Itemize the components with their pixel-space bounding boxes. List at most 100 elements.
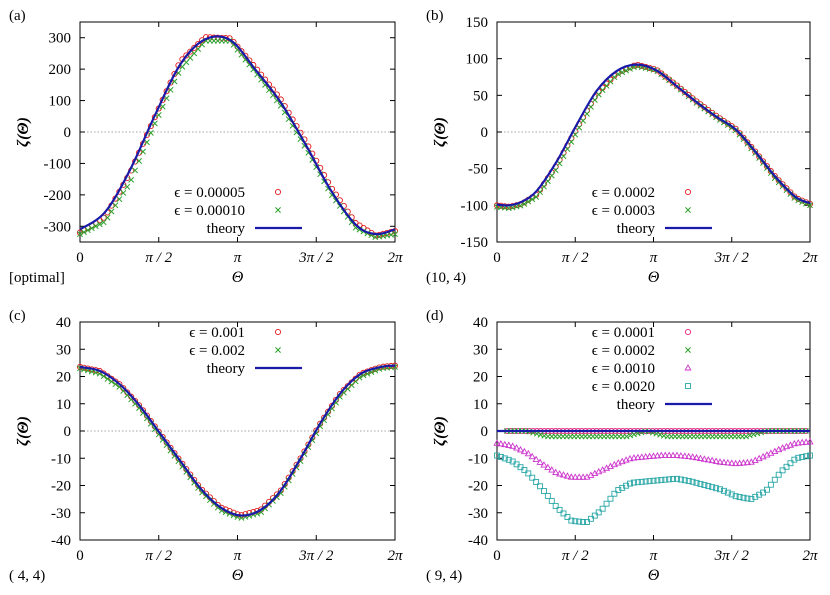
data-point — [591, 97, 598, 103]
y-tick-label: -50 — [468, 162, 488, 178]
data-point — [634, 453, 642, 461]
legend-label: ϵ = 0.0002 — [592, 343, 655, 359]
data-point — [669, 451, 677, 458]
data-point — [525, 470, 532, 477]
data-point — [540, 461, 548, 468]
y-tick-label: -20 — [51, 479, 71, 495]
data-point — [665, 451, 673, 458]
data-point — [771, 476, 778, 483]
y-tick-label: 0 — [481, 125, 489, 141]
data-point — [623, 67, 630, 74]
data-point — [572, 518, 579, 525]
data-point — [392, 231, 398, 238]
data-point — [677, 452, 685, 459]
theory-curve — [79, 364, 396, 517]
data-point — [642, 478, 649, 485]
data-point — [630, 454, 638, 461]
data-point — [104, 214, 111, 221]
data-point — [627, 432, 634, 439]
legend: ϵ = 0.0001 ϵ = 0.0002 ϵ = 0.0010 ϵ = 0.0020… — [592, 325, 712, 413]
data-point — [80, 229, 87, 236]
data-point — [512, 444, 521, 451]
series-3 — [496, 63, 811, 207]
data-point — [627, 480, 633, 487]
data-point — [120, 190, 127, 196]
x-axis-title: Θ — [648, 567, 660, 584]
x-tick-label: 0 — [493, 250, 501, 266]
x-axis-title: Θ — [232, 567, 244, 584]
data-point — [611, 490, 618, 497]
y-tick-label: -30 — [51, 506, 71, 522]
data-point — [524, 449, 532, 457]
data-point — [611, 74, 618, 81]
y-tick-label: -300 — [44, 219, 72, 235]
x-tick-label: 2π — [387, 548, 403, 564]
panel-label: (b) — [426, 8, 444, 24]
data-point — [767, 481, 774, 488]
data-point — [653, 451, 661, 459]
data-point — [685, 477, 692, 484]
data-point — [630, 479, 637, 486]
data-point — [552, 167, 559, 174]
x-axis-title: Θ — [648, 269, 660, 286]
data-point — [791, 456, 798, 463]
data-point — [798, 438, 806, 446]
data-point — [626, 454, 634, 462]
y-tick-label: 40 — [473, 315, 488, 331]
data-point — [764, 486, 770, 493]
data-point — [587, 103, 594, 110]
x-tick-label: 3π / 2 — [298, 548, 334, 564]
data-point — [705, 483, 712, 490]
y-tick-label: 10 — [473, 397, 488, 413]
data-point — [136, 158, 143, 164]
data-point — [584, 110, 590, 117]
data-point — [96, 221, 103, 228]
y-tick-label: 20 — [56, 370, 71, 386]
data-point — [748, 143, 755, 151]
y-tick-label: 50 — [473, 88, 488, 104]
data-point — [650, 477, 657, 484]
legend-label: theory — [207, 221, 246, 237]
data-point — [743, 433, 750, 440]
legend-swatch — [274, 328, 282, 336]
data-point — [646, 452, 654, 460]
legend-label: ϵ = 0.0002 — [592, 185, 655, 201]
data-point — [537, 483, 543, 490]
data-point — [787, 189, 794, 196]
data-point — [736, 459, 744, 466]
x-tick-label: π — [234, 548, 242, 564]
data-point — [744, 139, 751, 146]
data-point — [493, 439, 501, 446]
legend-label: ϵ = 0.0010 — [592, 361, 655, 377]
data-point — [779, 467, 786, 474]
data-point — [580, 117, 587, 124]
data-point — [662, 476, 669, 483]
data-point — [533, 194, 540, 200]
panel-4: -40 -30 -20 -10 0 10 20 30 40 0 π / 2 π 3π / 2 2π Θζ(Θ… — [426, 308, 818, 584]
data-point — [501, 455, 508, 462]
case-label: [optimal] — [9, 270, 65, 286]
data-point — [528, 452, 536, 460]
data-point — [666, 476, 673, 483]
panel-3: -40 -30 -20 -10 0 10 20 30 40 0 π / 2 π 3π / 2 2π Θζ(Θ… — [9, 308, 403, 584]
y-tick-label: -30 — [468, 506, 488, 522]
legend-swatch — [685, 207, 691, 213]
x-tick-label: 0 — [493, 548, 501, 564]
data-point — [568, 517, 575, 524]
data-point — [575, 473, 583, 480]
data-point — [807, 452, 813, 459]
y-tick-label: 30 — [56, 342, 71, 358]
data-point — [607, 495, 614, 502]
y-tick-label: 150 — [466, 15, 489, 31]
data-point — [116, 196, 123, 203]
data-point — [717, 486, 723, 493]
data-point — [520, 447, 528, 455]
data-point — [783, 185, 790, 192]
data-point — [556, 160, 563, 167]
y-tick-label: 100 — [466, 52, 489, 68]
data-point — [599, 505, 606, 512]
data-point — [790, 439, 798, 447]
data-point — [529, 474, 536, 481]
data-point — [584, 519, 590, 525]
